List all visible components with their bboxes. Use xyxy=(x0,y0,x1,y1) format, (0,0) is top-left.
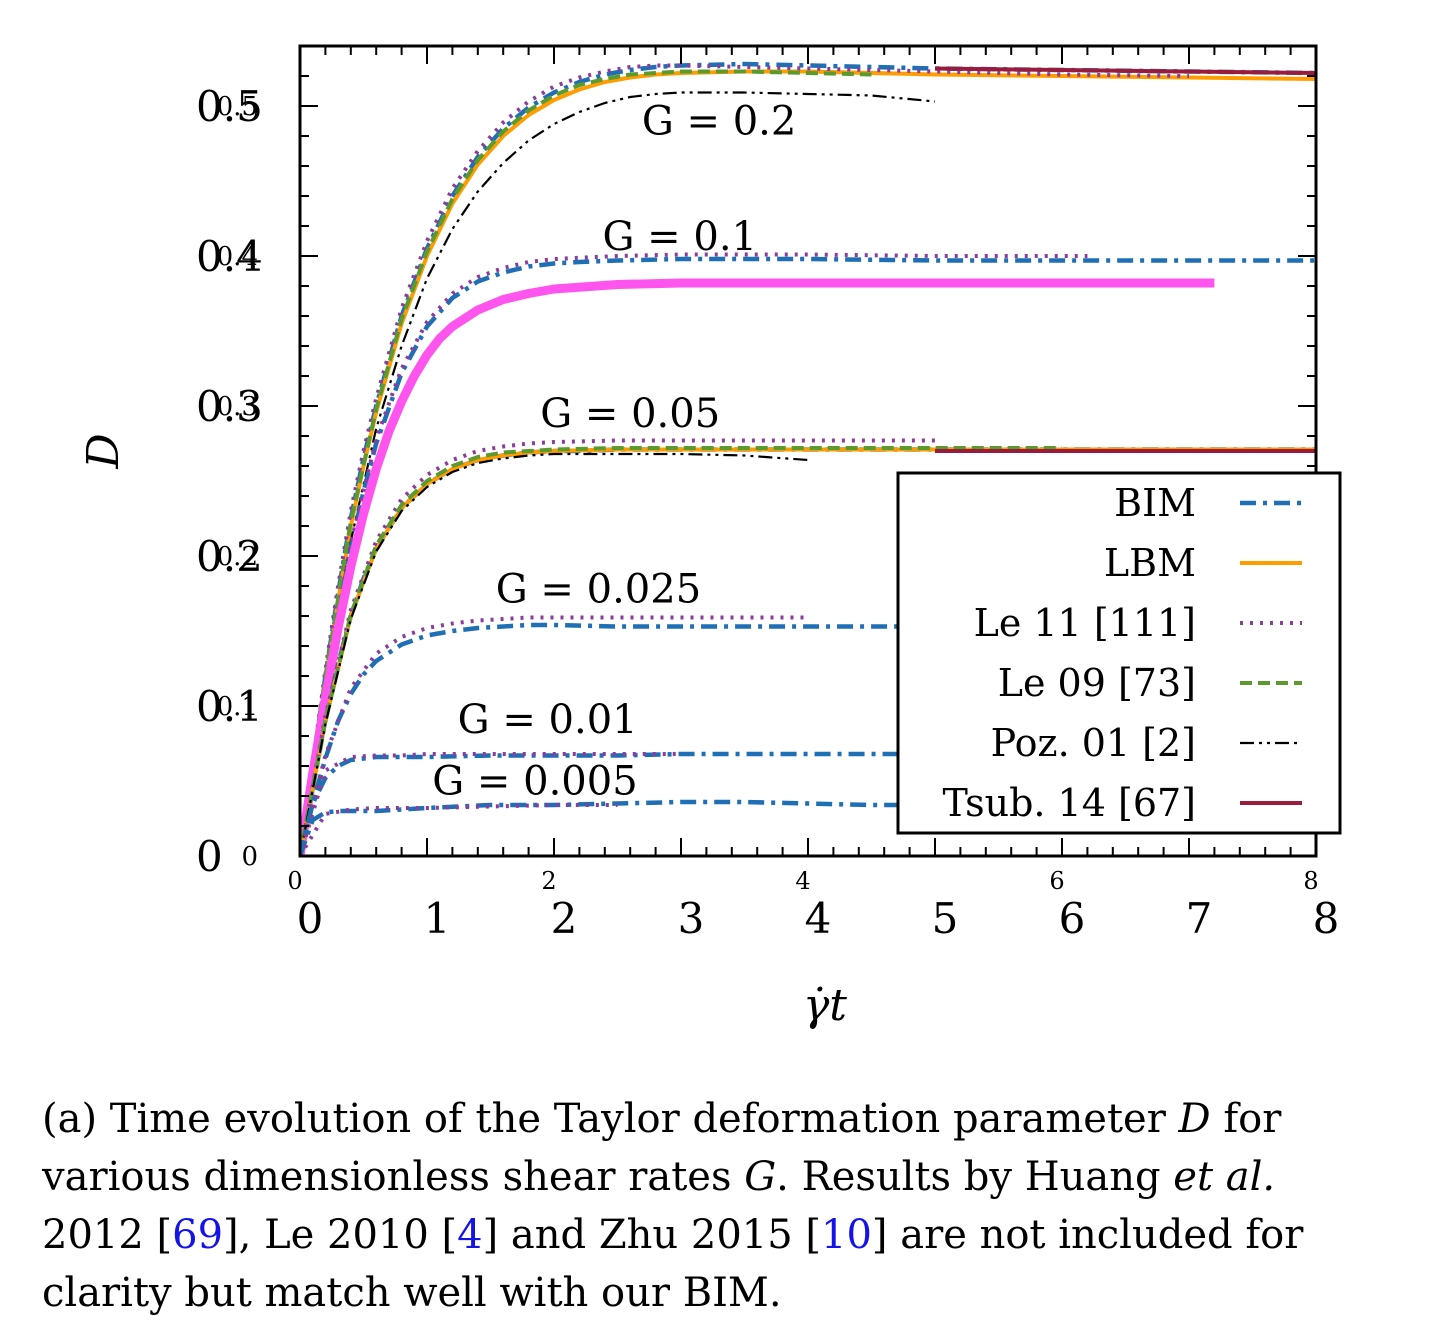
curve-annotation: G = 0.1 xyxy=(602,214,757,260)
caption-text: (a) Time evolution of the Taylor deforma… xyxy=(42,1096,1179,1142)
y-tick-label: 0 xyxy=(196,832,223,881)
y-tick-label-small: 0 xyxy=(241,842,258,872)
series-line-tsub-14-67--g01 xyxy=(300,278,1215,856)
y-tick-label-small: 0.1 xyxy=(217,692,258,722)
series-line-bim-g001 xyxy=(300,751,935,856)
series-line-le-11-111--g0025 xyxy=(300,615,808,856)
caption-etal: et al. xyxy=(1173,1154,1276,1200)
figure: 0 1 2 3 4 5 6 7 80 2 4 6 80 00.10.10.20.20.30.30.40.4… xyxy=(78,44,1342,1031)
caption-var-g: G xyxy=(744,1154,777,1200)
y-tick-label: 0.5 xyxy=(196,82,263,131)
series-line-bim-g0025 xyxy=(300,622,935,856)
series-line-bim-g01 xyxy=(300,256,1316,856)
citation-link[interactable]: 4 xyxy=(457,1212,483,1258)
x-tick-label: 7 xyxy=(1186,894,1213,943)
series-line-tsub-14-67--g02 xyxy=(934,66,1316,75)
caption-text: ], Le 2010 [ xyxy=(223,1212,458,1258)
y-tick-label: 0.1 xyxy=(196,682,263,731)
series-line-le-11-111--g001 xyxy=(300,752,681,856)
x-tick-label-small: 0 xyxy=(287,867,302,895)
legend-label: Le 09 [73] xyxy=(998,661,1196,705)
series-line-poz-01-2--g02 xyxy=(300,91,936,856)
x-tick-label: 1 xyxy=(424,894,451,943)
citation-link[interactable]: 69 xyxy=(172,1212,224,1258)
x-tick-label-small: 8 xyxy=(1303,867,1318,895)
y-tick-label: 0.3 xyxy=(196,382,263,431)
series-layer xyxy=(300,61,1316,856)
x-tick-label: 4 xyxy=(805,894,832,943)
y-tick-label: 0.2 xyxy=(196,532,263,581)
series-line-le-11-111--g01 xyxy=(300,252,1088,856)
y-axis-label: D xyxy=(78,433,129,469)
series-line-poz-01-2--g005 xyxy=(300,452,809,856)
x-tick-label-small: 6 xyxy=(1049,867,1064,895)
series-line-le-11-111--g005 xyxy=(300,438,935,856)
x-tick-label: 6 xyxy=(1059,894,1086,943)
y-tick-label-small: 0.3 xyxy=(217,392,258,422)
legend-label: Tsub. 14 [67] xyxy=(943,781,1196,825)
y-tick-label-small: 0.4 xyxy=(217,242,258,272)
series-line-le-09-73--g005 xyxy=(300,446,1062,856)
x-tick-label: 8 xyxy=(1313,894,1340,943)
x-axis-label: γ̇t xyxy=(803,980,847,1031)
x-tick-label-small: 2 xyxy=(541,867,556,895)
curve-annotation: G = 0.025 xyxy=(496,567,701,613)
citation-link[interactable]: 10 xyxy=(821,1212,872,1258)
axis-ticks: 0 1 2 3 4 5 6 7 80 2 4 6 80 00.10.10.20.20.30.30.40.4… xyxy=(196,45,1340,943)
annotations: G = 0.2 G = 0.1 G = 0.05 G = 0.025 G = 0.01 G… xyxy=(432,99,796,805)
x-tick-label-small: 4 xyxy=(795,867,810,895)
curve-annotation: G = 0.05 xyxy=(540,391,720,437)
legend-label: Poz. 01 [2] xyxy=(991,721,1196,765)
curve-annotation: G = 0.2 xyxy=(642,99,797,145)
x-tick-label: 3 xyxy=(678,894,705,943)
curve-annotation: G = 0.005 xyxy=(432,759,637,805)
legend: BIM LBM Le 11 [111] Le 09 [73] Poz. 01 [2] Ts… xyxy=(896,471,1342,835)
caption-text: for various dimensionless shear rates xyxy=(42,1096,1282,1200)
figure-caption: (a) Time evolution of the Taylor deforma… xyxy=(42,1090,1382,1322)
x-tick-label: 5 xyxy=(932,894,959,943)
caption-text: . Results by Huang xyxy=(776,1154,1174,1200)
legend-label: BIM xyxy=(1114,481,1196,525)
series-line-le-09-73--g02 xyxy=(300,69,872,856)
y-tick-label-small: 0.5 xyxy=(217,92,258,122)
y-tick-label-small: 0.2 xyxy=(217,542,258,572)
y-tick-label: 0.4 xyxy=(196,232,263,281)
caption-text: ] and Zhu 2015 [ xyxy=(482,1212,821,1258)
legend-box xyxy=(896,471,1342,835)
legend-label: Le 11 [111] xyxy=(974,601,1196,645)
caption-text: 2012 [ xyxy=(42,1212,173,1258)
curve-annotation: G = 0.01 xyxy=(458,697,638,743)
x-tick-label: 0 xyxy=(297,894,324,943)
caption-var-d: D xyxy=(1178,1096,1211,1142)
series-line-bim-g0005 xyxy=(300,799,935,856)
caption-text: ] are not included for clarity but match… xyxy=(42,1212,1304,1316)
x-tick-label: 2 xyxy=(551,894,578,943)
legend-label: LBM xyxy=(1104,541,1196,585)
